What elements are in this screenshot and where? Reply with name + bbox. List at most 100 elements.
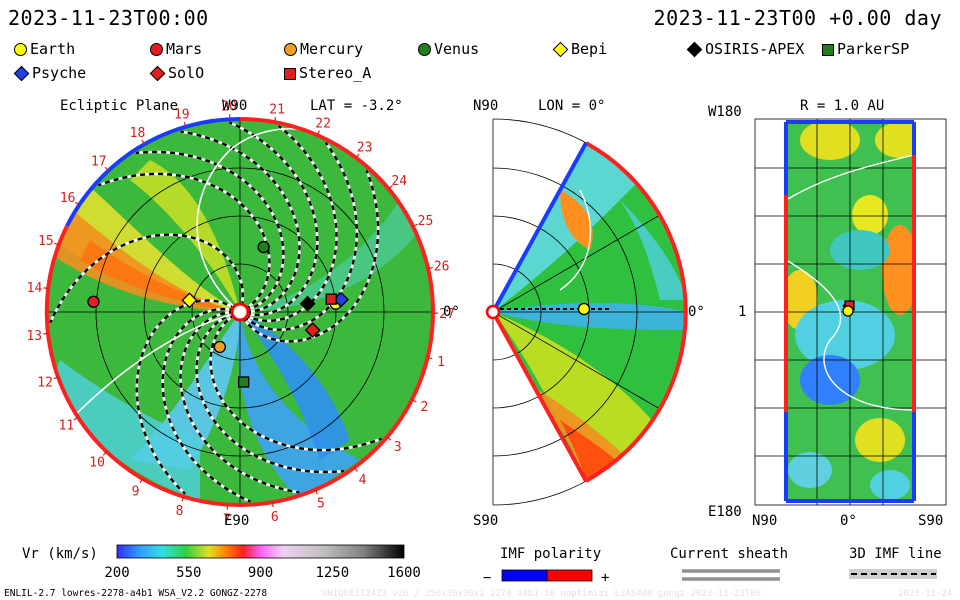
bepi-icon xyxy=(181,292,198,309)
latlon-x-label-0: N90 xyxy=(752,513,777,529)
legend-item: OSIRIS-APEX xyxy=(686,40,804,58)
latlon-bottom-left-label: E180 xyxy=(708,504,742,520)
carrington-tick-mark xyxy=(412,223,418,227)
carrington-tick-label: 10 xyxy=(89,456,105,471)
imf-line xyxy=(97,172,271,311)
carrington-tick-label: 7 xyxy=(223,513,231,528)
colorbar-tick-label: 550 xyxy=(176,565,201,581)
imf-line xyxy=(244,125,338,323)
carrington-tick-label: 27 xyxy=(439,307,455,322)
carrington-tick-mark xyxy=(353,467,358,472)
carrington-tick-label: 5 xyxy=(317,497,325,512)
carrington-tick-label: 25 xyxy=(418,214,434,229)
latlon-title: R = 1.0 AU xyxy=(800,98,884,114)
legend-item: ParkerSP xyxy=(822,40,909,58)
carrington-tick-mark xyxy=(43,332,49,335)
carrington-tick-label: 9 xyxy=(132,485,140,500)
legend-item: Venus xyxy=(418,40,479,58)
latlon-speed-field xyxy=(786,122,914,500)
carrington-tick-label: 19 xyxy=(174,107,190,122)
carrington-tick-label: 20 xyxy=(221,99,237,114)
carrington-tick-mark xyxy=(141,139,145,145)
carrington-tick-label: 6 xyxy=(271,510,279,525)
boundary-positive-arc xyxy=(239,117,435,507)
imf-polarity-minus: − xyxy=(483,570,491,586)
legend-item: SolO xyxy=(149,64,205,82)
latlon-panel: W180 R = 1.0 AU E180 1 N90 0° S90 xyxy=(708,98,947,529)
colorbar-tick-label: 900 xyxy=(248,565,273,581)
carrington-tick-mark xyxy=(139,478,144,484)
colorbar-label: Vr (km/s) xyxy=(22,546,98,562)
sun-icon xyxy=(230,302,250,322)
meridional-earth-icon xyxy=(577,302,591,316)
meridional-sun-icon xyxy=(485,304,501,320)
venus-icon xyxy=(257,240,270,254)
carrington-tick-label: 21 xyxy=(269,102,285,117)
carrington-tick-label: 13 xyxy=(26,329,42,344)
imf-line-label: 3D IMF line xyxy=(849,546,942,562)
imf-line xyxy=(161,307,252,503)
imf-line xyxy=(228,121,319,317)
carrington-tick-mark xyxy=(316,130,321,136)
imf-line xyxy=(243,141,359,331)
carrington-tick-label: 2 xyxy=(420,400,428,415)
carrington-tick-mark xyxy=(54,242,60,246)
carrington-tick-mark xyxy=(43,287,49,290)
earth-icon xyxy=(14,43,27,56)
boundary-negative-arc xyxy=(65,116,241,227)
carrington-tick-label: 22 xyxy=(315,116,331,131)
carrington-tick-mark xyxy=(388,185,393,190)
carrington-tick-label: 23 xyxy=(357,141,373,156)
legend-item: Mars xyxy=(150,40,202,58)
latlon-bodies xyxy=(842,300,855,317)
imf-line xyxy=(180,130,301,314)
current-sheath-legend: Current sheath xyxy=(670,546,788,581)
venus-icon xyxy=(418,43,431,56)
carrington-tick-mark xyxy=(104,166,109,172)
carrington-tick-mark xyxy=(53,376,59,380)
legend-label: Earth xyxy=(30,40,76,58)
ecliptic-right-label: 0° xyxy=(443,304,460,320)
carrington-tick-mark xyxy=(427,357,433,360)
ecliptic-bodies xyxy=(87,240,349,388)
mercury-icon xyxy=(213,340,226,354)
latlon-x-label-1: 0° xyxy=(840,513,857,529)
imf-line xyxy=(135,299,236,495)
imf-spiral-lines xyxy=(49,121,383,503)
parkersp-icon xyxy=(238,376,250,388)
right-timestamp: 2023-11-23T00 +0.00 day xyxy=(653,6,942,30)
legend-label: Psyche xyxy=(32,64,87,82)
legend-item: Stereo_A xyxy=(284,64,371,82)
mercury-icon xyxy=(284,43,297,56)
legend-label: ParkerSP xyxy=(837,40,910,58)
legend-label: Mercury xyxy=(300,40,364,58)
carrington-tick-mark xyxy=(181,496,185,502)
imf-line xyxy=(49,233,245,324)
colorbar: Vr (km/s) 200 550 900 1250 1600 xyxy=(22,544,421,581)
legend-item: Bepi xyxy=(552,40,608,58)
current-sheath-label: Current sheath xyxy=(670,546,788,562)
colorbar-tick-label: 200 xyxy=(104,565,129,581)
carrington-tick-label: 4 xyxy=(359,473,367,488)
carrington-ticks: 20 21222324252627123456789101112131415161… xyxy=(26,99,454,527)
carrington-tick-label: 24 xyxy=(391,174,407,189)
carrington-tick-mark xyxy=(386,436,392,441)
imf-line xyxy=(179,310,300,494)
legend-label: SolO xyxy=(168,64,205,82)
colorbar-tick-label: 1250 xyxy=(315,565,349,581)
carrington-tick-label: 14 xyxy=(27,281,43,296)
imf-line xyxy=(209,313,383,452)
stereo-a-icon xyxy=(284,67,296,80)
carrington-tick-mark xyxy=(271,502,274,508)
imf-line-legend: 3D IMF line xyxy=(849,546,942,579)
legend-label: Venus xyxy=(434,40,480,58)
footer-watermark: UNIQUE112423 v26 / 256x30x90x1 2278 a4b1… xyxy=(322,589,761,599)
legend-item: Earth xyxy=(14,40,75,58)
carrington-tick-label: 11 xyxy=(59,419,75,434)
carrington-tick-mark xyxy=(355,153,360,159)
legend-label: Bepi xyxy=(571,40,608,58)
ecliptic-lat-label: LAT = -3.2° xyxy=(310,98,403,114)
latlon-x-label-2: S90 xyxy=(918,513,943,529)
carrington-tick-label: 8 xyxy=(176,504,184,519)
